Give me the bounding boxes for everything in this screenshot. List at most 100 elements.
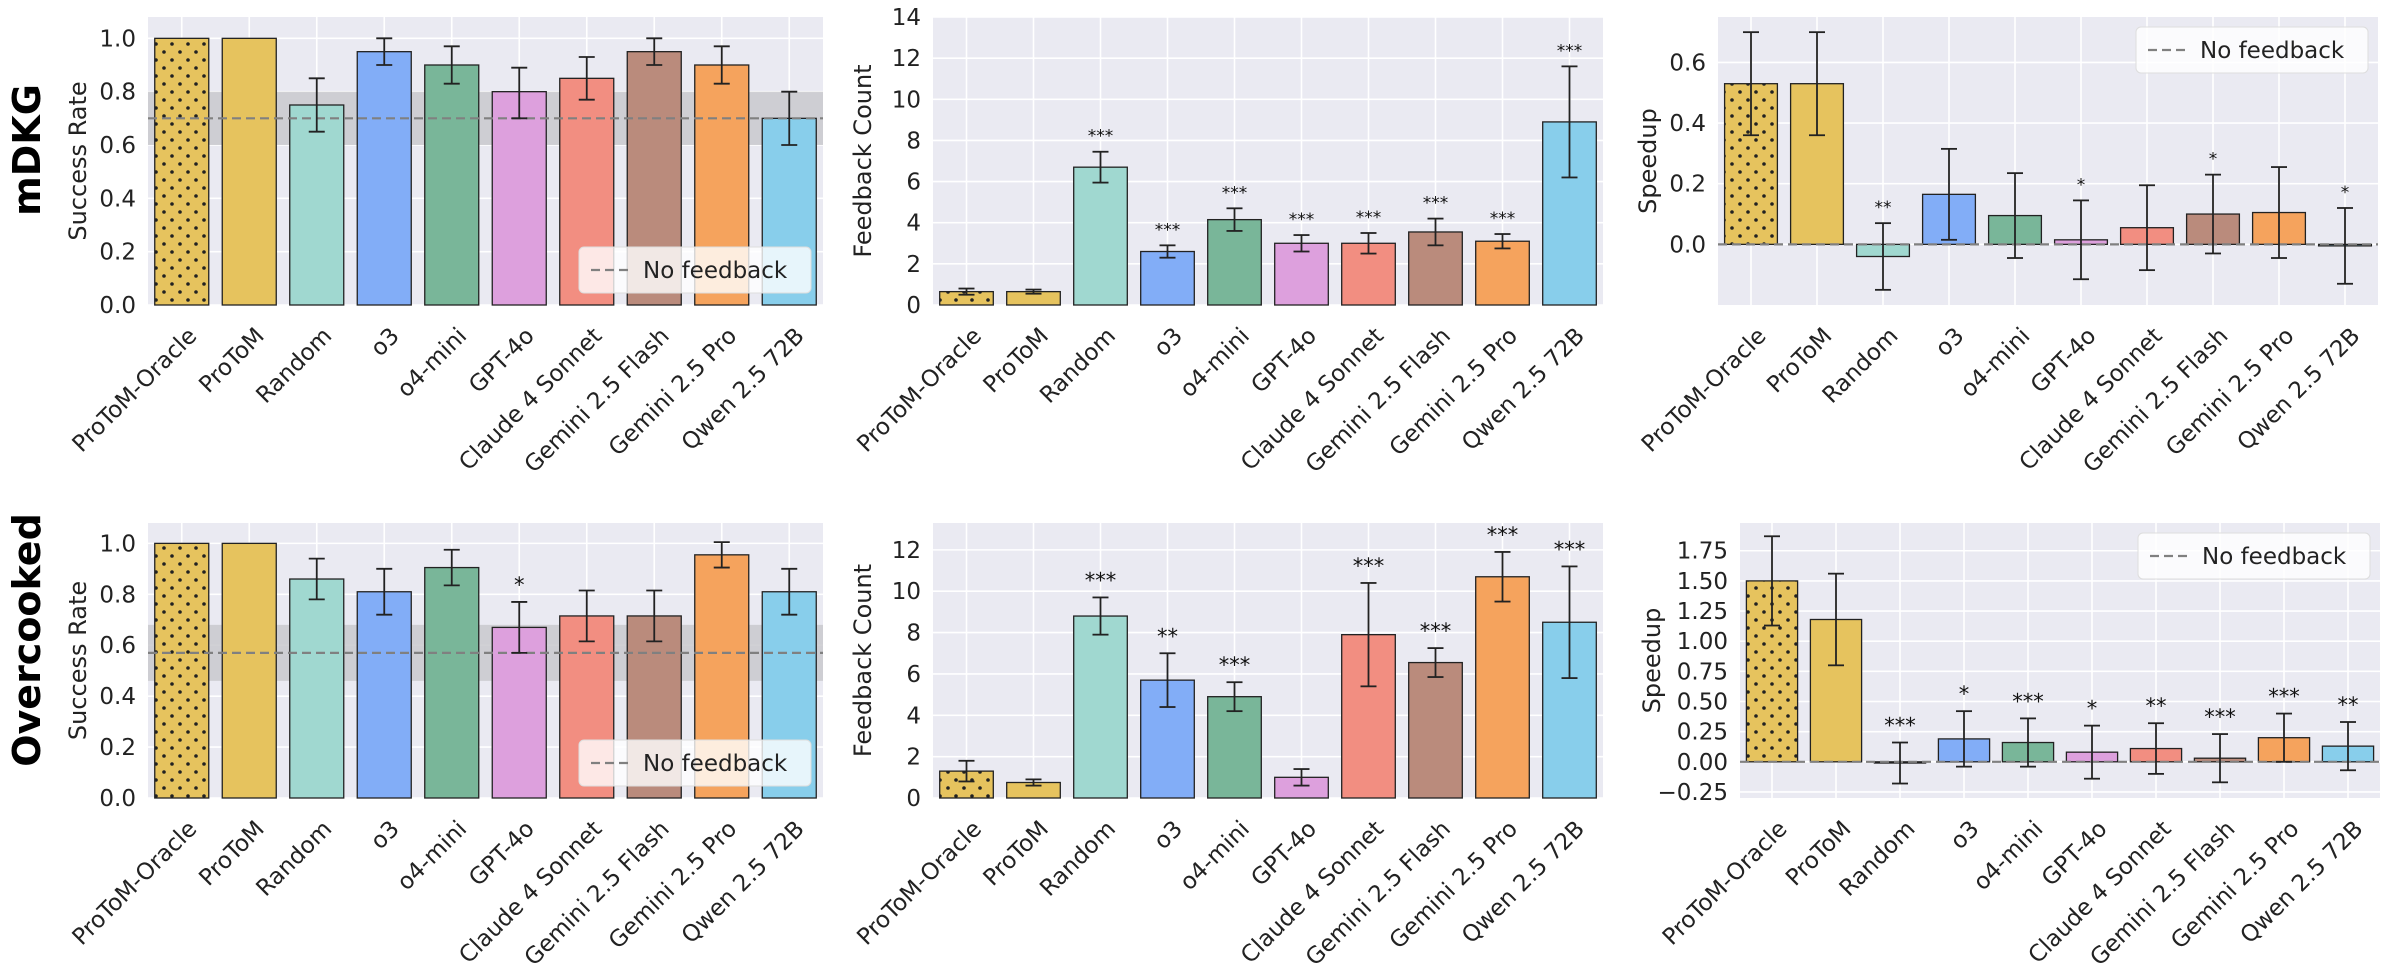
mdkg-feedback-xtick-label: o4-mini: [1175, 323, 1255, 403]
overcooked-speedup-legend: No feedback: [2137, 532, 2371, 580]
overcooked-speedup-significance-label: ***: [1884, 714, 1916, 738]
mdkg-feedback-significance-label: ***: [1490, 209, 1516, 229]
mdkg-success-xtick-label: ProToM-Oracle: [68, 323, 203, 458]
mdkg-speedup-xtick-label: Qwen 2.5 72B: [2233, 323, 2366, 456]
row-title-overcooked: Overcooked: [5, 513, 49, 767]
overcooked-speedup-ytick-label: 1.00: [1677, 629, 1728, 655]
overcooked-speedup-ylabel: Speedup: [1638, 608, 1666, 714]
mdkg-feedback-significance-label: ***: [1423, 194, 1449, 214]
legend-label: No feedback: [643, 258, 788, 284]
overcooked-success-ytick-label: 1.0: [99, 531, 136, 557]
mdkg-success-ytick-label: 1.0: [99, 26, 136, 52]
overcooked-speedup-significance-label: *: [2087, 697, 2098, 721]
overcooked-speedup-significance-label: **: [2338, 693, 2359, 717]
mdkg-success-xtick-label: Qwen 2.5 72B: [677, 323, 810, 456]
legend-label: No feedback: [643, 751, 788, 777]
overcooked-feedback-chart: 024681012********************ProToM-Orac…: [849, 523, 1603, 971]
mdkg-speedup-ytick-label: 0.0: [1669, 232, 1706, 258]
overcooked-success-bar: [491, 626, 547, 799]
mdkg-speedup-ytick-label: 0.4: [1669, 111, 1706, 137]
mdkg-speedup-xtick-label: ProToM-Oracle: [1637, 323, 1772, 458]
mdkg-feedback-ytick-label: 12: [892, 46, 921, 72]
mdkg-success-bar: [356, 51, 412, 306]
overcooked-speedup-ytick-label: 0.25: [1677, 720, 1728, 746]
overcooked-feedback-significance-label: **: [1157, 624, 1178, 648]
mdkg-feedback-significance-label: ***: [1557, 41, 1583, 61]
mdkg-feedback-ytick-label: 14: [892, 5, 921, 31]
mdkg-feedback-significance-label: ***: [1356, 208, 1382, 228]
overcooked-success-xtick-label: o3: [366, 816, 405, 855]
legend-box: [2137, 532, 2371, 580]
overcooked-success-significance-label: *: [514, 573, 525, 597]
mdkg-success-chart: 0.00.20.40.60.81.0ProToM-OracleProToMRan…: [64, 17, 823, 478]
overcooked-success-bar: [221, 542, 277, 799]
overcooked-speedup-xtick-label: o3: [1946, 816, 1985, 855]
overcooked-success-bar: [424, 566, 480, 799]
overcooked-feedback-bar: [1408, 661, 1463, 799]
overcooked-success-bar: [356, 591, 412, 799]
overcooked-speedup-significance-label: *: [1959, 682, 1970, 706]
mdkg-success-legend: No feedback: [578, 246, 812, 294]
overcooked-success-chart: 0.00.20.40.60.81.0*ProToM-OracleProToMRa…: [64, 523, 823, 971]
mdkg-feedback-ytick-label: 2: [906, 252, 921, 278]
overcooked-success-ytick-label: 0.4: [99, 684, 136, 710]
legend-label: No feedback: [2200, 38, 2345, 64]
overcooked-success-ylabel: Success Rate: [64, 581, 92, 740]
overcooked-speedup-ytick-label: 1.50: [1677, 569, 1728, 595]
overcooked-feedback-significance-label: ***: [1353, 554, 1385, 578]
legend-box: [2135, 26, 2369, 74]
overcooked-success-xtick-label: ProToM-Oracle: [68, 816, 203, 951]
mdkg-success-bar: [154, 37, 210, 306]
overcooked-speedup-ytick-label: 1.25: [1677, 599, 1728, 625]
legend-label: No feedback: [2202, 544, 2347, 570]
mdkg-feedback-ytick-label: 6: [906, 170, 921, 196]
overcooked-success-xtick-label: o4-mini: [392, 816, 472, 896]
overcooked-feedback-bar: [1073, 615, 1128, 799]
overcooked-speedup-ytick-label: 1.75: [1677, 539, 1728, 565]
mdkg-feedback-ytick-label: 4: [906, 211, 921, 237]
overcooked-feedback-bar: [1475, 576, 1530, 799]
mdkg-success-ytick-label: 0.0: [99, 293, 136, 319]
overcooked-speedup-significance-label: **: [2146, 694, 2167, 718]
overcooked-speedup-significance-label: ***: [2268, 685, 2300, 709]
mdkg-feedback-bar: [1475, 240, 1530, 306]
mdkg-speedup-significance-label: *: [2209, 150, 2218, 170]
overcooked-feedback-ytick-label: 8: [906, 621, 921, 647]
mdkg-feedback-bar: [1207, 218, 1262, 306]
mdkg-success-bar: [221, 37, 277, 306]
overcooked-speedup-ytick-label: 0.50: [1677, 690, 1728, 716]
overcooked-speedup-xtick-label: ProToM-Oracle: [1658, 816, 1793, 951]
overcooked-speedup-significance-label: ***: [2012, 689, 2044, 713]
mdkg-speedup-xtick-label: o4-mini: [1956, 323, 2036, 403]
overcooked-feedback-xtick-label: o4-mini: [1175, 816, 1255, 896]
overcooked-success-ytick-label: 0.6: [99, 633, 136, 659]
mdkg-success-ytick-label: 0.2: [99, 240, 136, 266]
mdkg-success-bar: [424, 64, 480, 306]
mdkg-success-ytick-label: 0.6: [99, 133, 136, 159]
overcooked-feedback-ytick-label: 12: [892, 538, 921, 564]
mdkg-speedup-legend: No feedback: [2135, 26, 2369, 74]
mdkg-speedup-ytick-label: 0.6: [1669, 50, 1706, 76]
mdkg-feedback-ytick-label: 0: [906, 293, 921, 319]
mdkg-speedup-ylabel: Speedup: [1634, 108, 1662, 214]
overcooked-feedback-xtick-label: o3: [1149, 816, 1188, 855]
mdkg-speedup-chart: 0.00.20.40.6*****ProToM-OracleProToMRand…: [1634, 17, 2378, 478]
overcooked-speedup-ytick-label: 0.75: [1677, 659, 1728, 685]
mdkg-feedback-xtick-label: Qwen 2.5 72B: [1457, 323, 1590, 456]
mdkg-feedback-ytick-label: 8: [906, 128, 921, 154]
mdkg-success-ylabel: Success Rate: [64, 81, 92, 240]
overcooked-speedup-xtick-label: o4-mini: [1969, 816, 2049, 896]
mdkg-success-xtick-label: o4-mini: [392, 323, 472, 403]
mdkg-feedback-xtick-label: ProToM-Oracle: [852, 323, 987, 458]
overcooked-feedback-xtick-label: Qwen 2.5 72B: [1457, 816, 1590, 949]
mdkg-speedup-significance-label: **: [1875, 198, 1892, 218]
legend-box: [578, 246, 812, 294]
overcooked-success-bar: [154, 542, 210, 799]
row-title-mdkg: mDKG: [5, 84, 49, 216]
mdkg-feedback-significance-label: ***: [1088, 127, 1114, 147]
overcooked-success-ytick-label: 0.8: [99, 582, 136, 608]
mdkg-success-ytick-label: 0.4: [99, 186, 136, 212]
overcooked-feedback-bar: [1207, 696, 1262, 799]
overcooked-feedback-significance-label: ***: [1554, 537, 1586, 561]
